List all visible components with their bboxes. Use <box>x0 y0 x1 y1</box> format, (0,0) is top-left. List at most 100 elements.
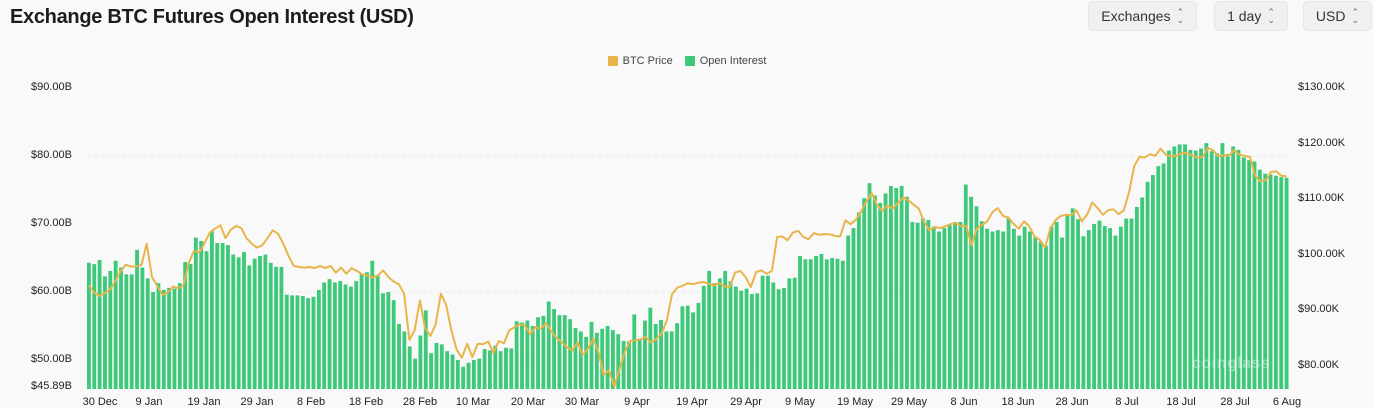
open-interest-bar[interactable] <box>263 254 268 389</box>
open-interest-bar[interactable] <box>348 286 353 389</box>
open-interest-bar[interactable] <box>953 221 958 389</box>
open-interest-bar[interactable] <box>151 292 156 389</box>
open-interest-bar[interactable] <box>1199 148 1203 389</box>
open-interest-bar[interactable] <box>851 228 856 389</box>
open-interest-bar[interactable] <box>814 255 818 389</box>
open-interest-bar[interactable] <box>193 237 198 389</box>
open-interest-bar[interactable] <box>1252 161 1257 389</box>
open-interest-bar[interactable] <box>552 309 557 389</box>
open-interest-bar[interactable] <box>568 319 573 389</box>
open-interest-bar[interactable] <box>830 258 835 389</box>
open-interest-bar[interactable] <box>290 295 295 389</box>
open-interest-bar[interactable] <box>723 270 728 389</box>
open-interest-bar[interactable] <box>1150 175 1155 389</box>
open-interest-bar[interactable] <box>632 314 637 389</box>
open-interest-bar[interactable] <box>135 249 139 389</box>
open-interest-bar[interactable] <box>696 302 701 389</box>
open-interest-bar[interactable] <box>760 275 765 389</box>
open-interest-bar[interactable] <box>1204 143 1209 389</box>
open-interest-bar[interactable] <box>87 262 91 389</box>
open-interest-bar[interactable] <box>231 254 236 389</box>
open-interest-bar[interactable] <box>712 283 717 389</box>
open-interest-bar[interactable] <box>1129 218 1134 389</box>
open-interest-bar[interactable] <box>332 282 337 389</box>
open-interest-bar[interactable] <box>557 315 562 389</box>
open-interest-bar[interactable] <box>300 296 305 389</box>
open-interest-bar[interactable] <box>1263 173 1268 389</box>
open-interest-bar[interactable] <box>840 260 845 389</box>
open-interest-bar[interactable] <box>316 289 321 389</box>
open-interest-bar[interactable] <box>450 354 455 389</box>
exchanges-select[interactable]: Exchanges ⌃ ⌄ <box>1088 1 1198 31</box>
open-interest-bar[interactable] <box>108 270 113 389</box>
open-interest-bar[interactable] <box>648 307 653 389</box>
open-interest-bar[interactable] <box>530 326 535 389</box>
open-interest-bar[interactable] <box>942 228 947 389</box>
open-interest-bar[interactable] <box>1054 221 1059 389</box>
open-interest-bar[interactable] <box>295 295 300 389</box>
open-interest-bar[interactable] <box>284 294 289 389</box>
open-interest-bar[interactable] <box>691 312 696 389</box>
open-interest-bar[interactable] <box>1279 177 1284 389</box>
open-interest-bar[interactable] <box>1097 220 1102 389</box>
open-interest-bar[interactable] <box>252 258 257 389</box>
open-interest-bar[interactable] <box>872 195 877 389</box>
open-interest-bar[interactable] <box>1145 181 1150 389</box>
open-interest-bar[interactable] <box>354 281 359 389</box>
open-interest-bar[interactable] <box>167 287 172 389</box>
interval-select[interactable]: 1 day ⌃ ⌄ <box>1214 1 1288 31</box>
open-interest-bar[interactable] <box>365 272 369 389</box>
open-interest-bar[interactable] <box>947 225 952 389</box>
open-interest-bar[interactable] <box>113 260 118 389</box>
open-interest-bar[interactable] <box>1215 153 1219 389</box>
open-interest-bar[interactable] <box>1209 151 1214 389</box>
open-interest-bar[interactable] <box>445 351 450 389</box>
open-interest-bar[interactable] <box>562 315 567 389</box>
open-interest-bar[interactable] <box>1134 207 1139 389</box>
open-interest-bar[interactable] <box>1220 143 1225 389</box>
open-interest-bar[interactable] <box>477 358 482 389</box>
open-interest-bar[interactable] <box>242 251 246 389</box>
open-interest-bar[interactable] <box>397 323 401 389</box>
open-interest-bar[interactable] <box>1044 245 1048 389</box>
open-interest-bar[interactable] <box>1140 197 1145 389</box>
open-interest-bar[interactable] <box>883 193 888 389</box>
open-interest-bar[interactable] <box>407 346 412 389</box>
open-interest-bar[interactable] <box>461 366 466 389</box>
open-interest-bar[interactable] <box>1022 226 1027 389</box>
open-interest-bar[interactable] <box>905 196 909 389</box>
open-interest-bar[interactable] <box>172 288 177 389</box>
open-interest-bar[interactable] <box>466 362 471 389</box>
open-interest-bar[interactable] <box>744 288 749 389</box>
open-interest-bar[interactable] <box>776 289 781 389</box>
open-interest-bar[interactable] <box>258 255 262 389</box>
open-interest-bar[interactable] <box>862 198 867 389</box>
open-interest-bar[interactable] <box>119 267 123 389</box>
open-interest-bar[interactable] <box>209 230 214 389</box>
open-interest-bar[interactable] <box>589 321 594 389</box>
open-interest-bar[interactable] <box>471 360 476 389</box>
open-interest-bar[interactable] <box>894 187 899 389</box>
open-interest-bar[interactable] <box>707 270 712 389</box>
open-interest-bar[interactable] <box>921 218 925 389</box>
open-interest-bar[interactable] <box>1028 231 1032 389</box>
open-interest-bar[interactable] <box>782 287 786 389</box>
open-interest-bar[interactable] <box>1257 169 1262 389</box>
open-interest-bar[interactable] <box>627 341 631 389</box>
open-interest-bar[interactable] <box>311 296 316 389</box>
open-interest-bar[interactable] <box>1118 226 1123 389</box>
open-interest-bar[interactable] <box>493 345 498 389</box>
open-interest-bar[interactable] <box>124 274 129 389</box>
open-interest-bar[interactable] <box>1011 228 1016 389</box>
open-interest-bar[interactable] <box>835 258 840 389</box>
open-interest-bar[interactable] <box>1108 228 1113 389</box>
open-interest-bar[interactable] <box>306 298 311 389</box>
open-interest-bar[interactable] <box>1076 219 1080 389</box>
open-interest-bar[interactable] <box>439 344 444 389</box>
open-interest-bar[interactable] <box>1086 230 1091 389</box>
open-interest-bar[interactable] <box>381 293 385 389</box>
open-interest-bar[interactable] <box>247 265 252 389</box>
open-interest-bar[interactable] <box>1006 218 1011 389</box>
open-interest-bar[interactable] <box>889 185 893 389</box>
